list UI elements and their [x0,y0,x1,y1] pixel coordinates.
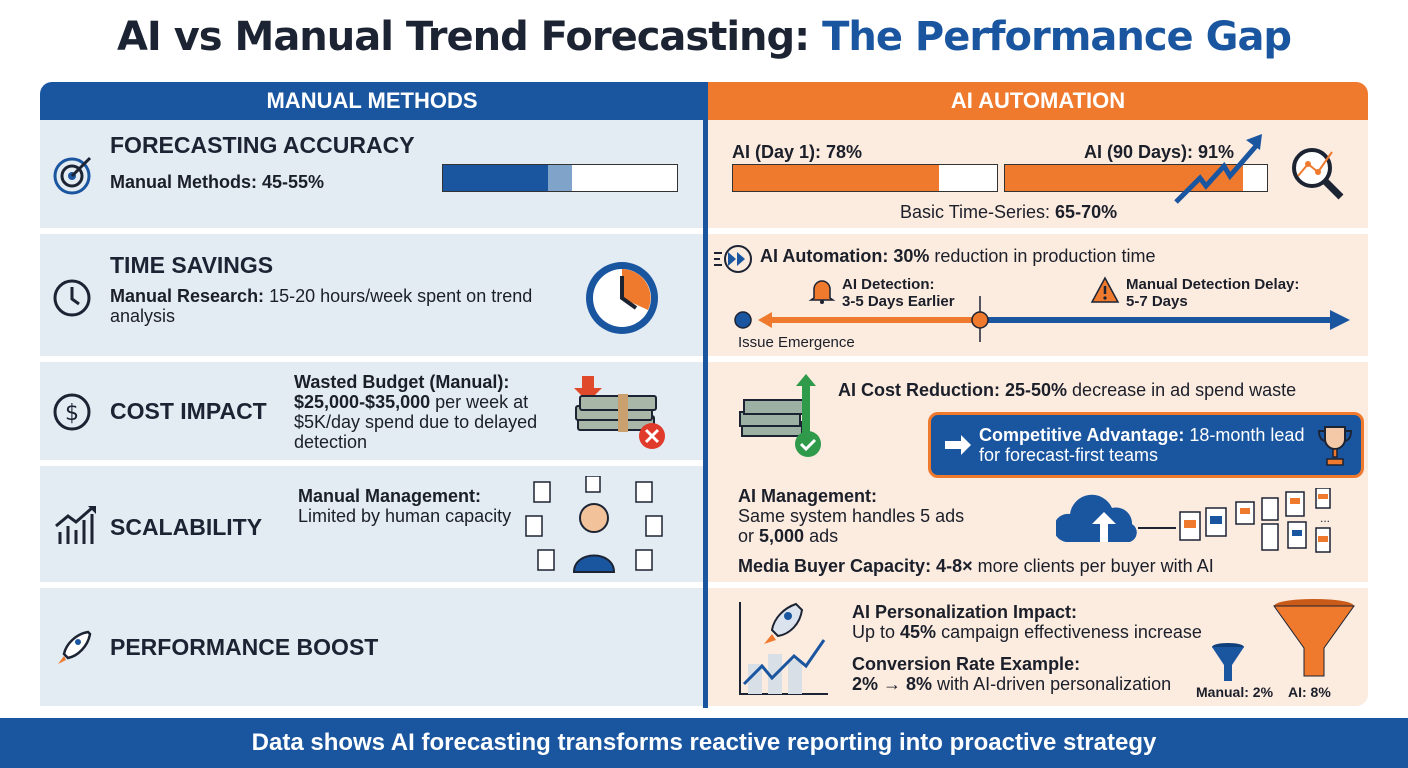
growth-chart-icon [52,504,98,546]
scalability-heading: SCALABILITY [110,514,263,540]
ai-detection-label: AI Detection: 3-5 Days Earlier [842,276,955,310]
footer-banner: Data shows AI forecasting transforms rea… [0,718,1408,768]
manual-cost-row: $ COST IMPACT Wasted Budget (Manual): $2… [40,362,704,460]
trend-arrow-icon [1172,132,1268,208]
performance-heading: PERFORMANCE BOOST [110,634,379,660]
ai-funnel-label: AI: 8% [1288,684,1331,700]
manual-accuracy-row: FORECASTING ACCURACY Manual Methods: 45-… [40,120,704,228]
svg-text:...: ... [1320,511,1330,525]
manual-funnel-label: Manual: 2% [1196,684,1274,700]
stopwatch-icon [580,254,664,338]
trophy-icon [1315,423,1355,469]
competitive-advantage-text: Competitive Advantage: 18-month lead for… [979,425,1305,465]
rocket-growth-chart-icon [736,598,832,698]
cloud-upload-documents-icon: ... [1056,488,1350,558]
ai-personalization-label: AI Personalization Impact: Up to 45% camp… [852,602,1202,642]
manual-funnel-icon [1210,642,1246,682]
manual-scalability-label: Manual Management: Limited by human capac… [298,486,512,526]
conversion-rate-label: Conversion Rate Example: 2% → 8% with AI-… [852,654,1172,694]
person-documents-icon [524,476,664,576]
competitive-advantage-callout: Competitive Advantage: 18-month lead for… [928,412,1364,478]
bell-icon [808,276,836,304]
magnifier-analytics-icon [1286,142,1350,206]
ai-day1-fill [733,165,939,191]
manual-accuracy-bar [442,164,678,192]
rocket-icon [52,628,92,668]
media-buyer-capacity-label: Media Buyer Capacity: 4-8× more clients … [738,556,1214,576]
manual-time-row: TIME SAVINGS Manual Research: 15-20 hour… [40,234,704,356]
ai-column-header: AI AUTOMATION [708,82,1368,120]
title-main: AI vs Manual Trend Forecasting: [116,14,823,60]
ai-day1-label: AI (Day 1): 78% [732,142,863,162]
title-accent: The Performance Gap [822,14,1292,60]
dollar-icon: $ [52,392,92,432]
manual-scalability-row: SCALABILITY Manual Management: Limited by… [40,466,704,582]
manual-cost-label: Wasted Budget (Manual): $25,000-$35,000 … [294,372,538,452]
manual-accuracy-range [548,165,572,191]
manual-column-header: MANUAL METHODS [40,82,704,120]
ai-automation-label: AI Automation: 30% reduction in producti… [760,246,1156,266]
column-divider [703,82,708,708]
accuracy-heading: FORECASTING ACCURACY [110,132,415,158]
target-icon [52,152,96,196]
warning-icon [1090,276,1120,304]
basic-time-series-label: Basic Time-Series: 65-70% [900,202,1118,222]
ai-day1-bar [732,164,998,192]
ai-time-row: AI Automation: 30% reduction in producti… [708,234,1368,356]
money-stack-icon [568,372,672,454]
ai-funnel-icon [1270,598,1358,678]
fast-forward-icon [712,244,754,274]
svg-text:$: $ [65,401,79,426]
time-heading: TIME SAVINGS [110,252,274,278]
manual-performance-row: PERFORMANCE BOOST [40,588,704,706]
manual-time-label: Manual Research: 15-20 hours/week spent … [110,286,533,326]
clock-icon [52,278,92,318]
manual-delay-label: Manual Detection Delay: 5-7 Days [1126,276,1300,310]
page-title: AI vs Manual Trend Forecasting: The Perf… [0,14,1408,60]
arrow-right-icon [943,433,973,457]
cost-heading: COST IMPACT [110,398,267,424]
manual-accuracy-label: Manual Methods: 45-55% [110,172,325,192]
ai-cost-label: AI Cost Reduction: 25-50% decrease in ad… [838,380,1297,400]
issue-emergence-label: Issue Emergence [738,334,855,351]
ai-accuracy-row: AI (Day 1): 78% AI (90 Days): 91% Basic … [708,120,1368,228]
detection-timeline [734,296,1350,342]
ai-day90-label: AI (90 Days): 91% [1084,142,1235,162]
ai-performance-row: AI Personalization Impact: Up to 45% camp… [708,588,1368,706]
ai-management-label: AI Management: Same system handles 5 ads o… [738,486,965,546]
money-savings-icon [738,372,828,462]
manual-accuracy-fill [443,165,549,191]
